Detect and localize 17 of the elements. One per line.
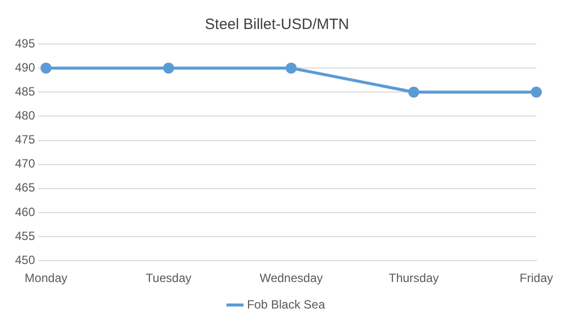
y-tick-label: 460 xyxy=(14,204,36,219)
x-tick-label: Monday xyxy=(24,271,68,286)
x-tick-label: Thursday xyxy=(388,271,439,286)
y-tick-label: 490 xyxy=(14,60,36,74)
y-tick-label: 470 xyxy=(14,156,36,171)
x-tick-label: Friday xyxy=(520,271,553,286)
x-tick-label: Wednesday xyxy=(260,271,323,286)
chart-title: Steel Billet-USD/MTN xyxy=(204,16,350,34)
y-tick-label: 495 xyxy=(14,36,36,50)
y-tick-label: 485 xyxy=(14,84,36,98)
y-tick-label: 465 xyxy=(14,180,36,195)
y-tick-label: 475 xyxy=(14,132,36,147)
y-tick-label: 480 xyxy=(14,108,36,123)
x-tick-label: Tuesday xyxy=(146,271,192,286)
legend-label: Fob Black Sea xyxy=(246,297,326,312)
y-tick-label: 455 xyxy=(14,228,36,243)
y-tick-label: 450 xyxy=(14,252,36,267)
